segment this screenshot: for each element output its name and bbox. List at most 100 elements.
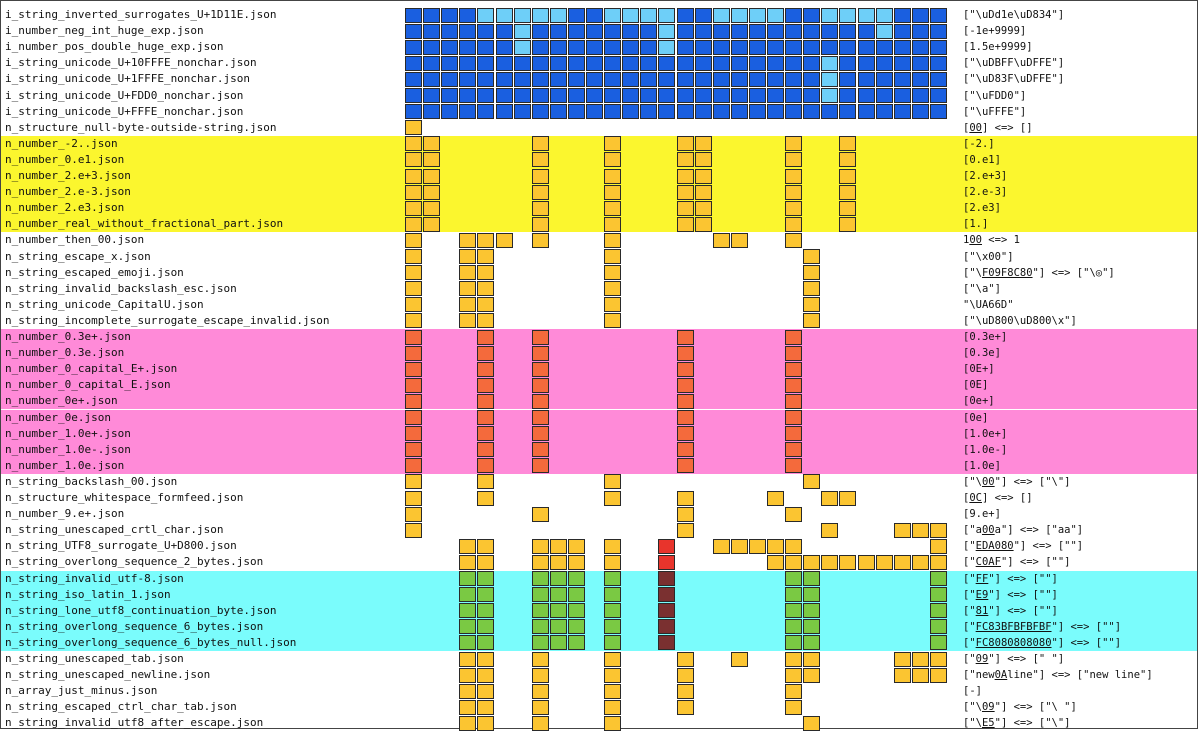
matrix-cell: [567, 571, 585, 586]
result-text: "] <=> ["\ "]: [994, 701, 1077, 714]
table-row: n_number_real_without_fractional_part.js…: [1, 216, 1197, 233]
matrix-cell: [604, 667, 622, 683]
matrix-cell: [405, 39, 422, 55]
matrix-cell: [821, 39, 839, 55]
result-text: ["new: [963, 669, 995, 682]
matrix-cell: [785, 55, 803, 71]
matrix-cell: [441, 104, 459, 120]
result-text: "] <=> [""]: [988, 604, 1058, 617]
matrix-cell: [676, 361, 694, 377]
test-file-name: n_number_0.e1.json: [5, 152, 125, 166]
matrix-cell: [531, 699, 549, 715]
matrix-cell: [604, 71, 622, 87]
result-text: ["\a"]: [963, 282, 1001, 295]
matrix-cell: [803, 313, 821, 329]
test-file-name: n_string_overlong_sequence_2_bytes.json: [5, 555, 264, 569]
result-text: "] <=> ["\◎"]: [1032, 266, 1115, 279]
matrix-cell: [586, 71, 603, 87]
matrix-cell: [676, 152, 694, 168]
matrix-cell: [604, 216, 622, 232]
matrix-cell: [694, 200, 712, 216]
matrix-cell: [405, 265, 422, 281]
table-row: n_number_0.e1.json [0.e1]: [1, 151, 1197, 168]
result-text: [-2.]: [963, 137, 995, 150]
matrix-cell: [405, 55, 422, 71]
test-file-name: n_string_invalid_utf-8.json: [5, 571, 184, 585]
matrix-cell: [911, 71, 929, 87]
matrix-cell: [586, 23, 603, 39]
result-text: [0e+]: [963, 395, 995, 408]
table-row: i_string_unicode_U+FFFE_nonchar.json ["\u…: [1, 104, 1197, 120]
matrix-cell: [567, 635, 585, 651]
test-file-name: n_array_just_minus.json: [5, 684, 158, 698]
matrix-cell: [531, 345, 549, 361]
matrix-cell: [676, 458, 694, 474]
result-text: [1.5e+9999]: [963, 41, 1033, 54]
matrix-cell: [405, 88, 422, 103]
matrix-cell: [495, 232, 513, 248]
matrix-cell: [604, 603, 622, 619]
matrix-cell: [531, 71, 549, 87]
matrix-cell: [531, 603, 549, 619]
matrix-cell: [785, 168, 803, 184]
matrix-cell: [586, 55, 603, 71]
matrix-cell: [567, 587, 585, 603]
matrix-cell: [495, 71, 513, 87]
matrix-cell: [477, 538, 495, 554]
matrix-cell: [531, 571, 549, 586]
matrix-cell: [911, 522, 929, 538]
matrix-cell: [767, 554, 784, 570]
matrix-cell: [586, 104, 603, 120]
matrix-cell: [477, 88, 495, 103]
matrix-cell: [459, 619, 477, 635]
matrix-cell: [821, 554, 839, 570]
matrix-cell: [459, 23, 477, 39]
parse-result: ["\x00"]: [963, 249, 1014, 265]
matrix-cell: [567, 603, 585, 619]
matrix-cell: [929, 88, 947, 103]
test-file-name: i_number_neg_int_huge_exp.json: [5, 24, 204, 38]
matrix-cell: [549, 603, 567, 619]
parse-result: ["09"] <=> [" "]: [963, 651, 1064, 667]
matrix-cell: [803, 55, 821, 71]
matrix-cell: [929, 522, 947, 538]
test-file-name: n_string_overlong_sequence_6_bytes.json: [5, 619, 264, 633]
matrix-cell: [875, 88, 893, 103]
table-row: n_number_-2..json [-2.]: [1, 135, 1197, 152]
table-row: n_string_escaped_emoji.json ["\F09F8C80"]…: [1, 265, 1197, 281]
matrix-cell: [839, 23, 857, 39]
test-file-name: n_string_lone_utf8_continuation_byte.jso…: [5, 603, 277, 617]
matrix-cell: [477, 39, 495, 55]
parse-result: ["\uD800\uD800\x"]: [963, 313, 1077, 329]
matrix-cell: [676, 426, 694, 442]
matrix-cell: [748, 23, 766, 39]
result-text: ["\: [963, 475, 982, 488]
matrix-cell: [531, 683, 549, 699]
matrix-cell: [803, 23, 821, 39]
matrix-cell: [405, 458, 422, 474]
matrix-cell: [604, 635, 622, 651]
result-text: "] <=> [""]: [1051, 620, 1122, 633]
matrix-cell: [549, 55, 567, 71]
test-file-name: n_string_unescaped_newline.json: [5, 668, 211, 682]
matrix-cell: [785, 104, 803, 120]
matrix-cell: [676, 345, 694, 361]
raw-bytes: 00: [981, 475, 995, 488]
result-text: <=> 1: [981, 234, 1020, 247]
matrix-cell: [531, 232, 549, 248]
result-text: ["\: [963, 266, 982, 279]
matrix-cell: [767, 490, 784, 506]
matrix-cell: [676, 522, 694, 538]
matrix-cell: [586, 88, 603, 103]
matrix-cell: [477, 587, 495, 603]
matrix-cell: [531, 216, 549, 232]
matrix-cell: [567, 619, 585, 635]
matrix-cell: [712, 7, 730, 23]
table-row: n_number_9.e+.json [9.e+]: [1, 506, 1197, 522]
matrix-cell: [785, 699, 803, 715]
table-row: n_string_overlong_sequence_6_bytes.json […: [1, 618, 1197, 635]
matrix-cell: [567, 23, 585, 39]
matrix-cell: [549, 538, 567, 554]
matrix-cell: [929, 603, 947, 619]
matrix-cell: [477, 442, 495, 458]
